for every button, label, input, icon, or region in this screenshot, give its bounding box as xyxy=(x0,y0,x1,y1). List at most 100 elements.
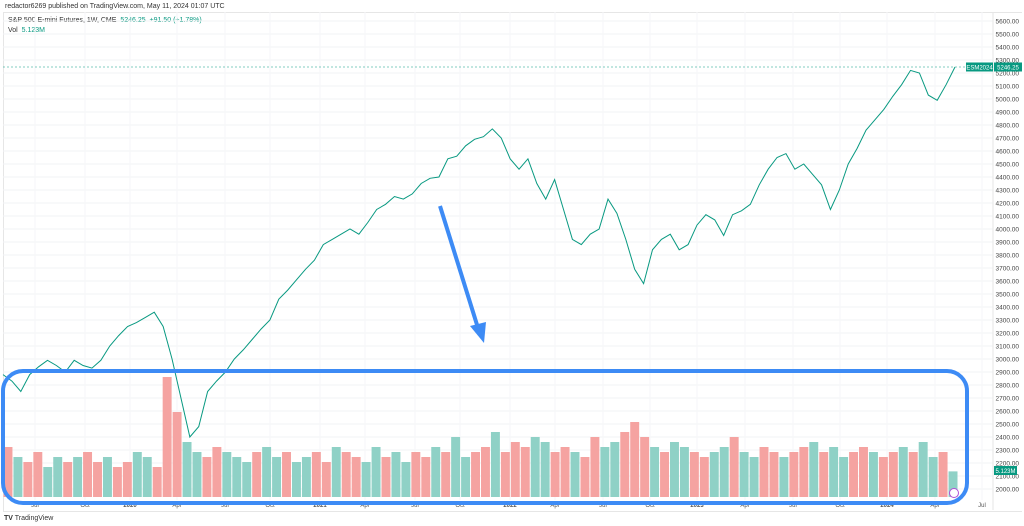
y-tick-label: 2000.00 xyxy=(996,487,1020,494)
x-tick-label: Jul xyxy=(978,503,986,509)
volume-bar xyxy=(550,452,560,497)
volume-bar xyxy=(93,462,102,497)
volume-bar xyxy=(719,447,729,497)
volume-bar xyxy=(212,447,222,497)
x-tick-label: Apr xyxy=(930,503,939,509)
y-tick-label: 3500.00 xyxy=(996,292,1020,299)
y-tick-label: 3400.00 xyxy=(996,305,1020,312)
volume-bar xyxy=(381,457,391,497)
y-tick-label: 2500.00 xyxy=(996,422,1020,429)
y-tick-label: 4100.00 xyxy=(996,214,1020,221)
volume-bar xyxy=(361,462,371,497)
volume-bar xyxy=(172,412,182,497)
volume-bar xyxy=(331,447,341,497)
volume-bar xyxy=(202,457,212,497)
volume-bar xyxy=(510,442,520,497)
y-tick-label: 5100.00 xyxy=(996,84,1020,91)
volume-bar xyxy=(43,467,53,497)
y-tick-label: 4400.00 xyxy=(996,175,1020,182)
volume-bar xyxy=(182,442,192,497)
y-tick-label: 3700.00 xyxy=(996,266,1020,273)
x-tick-label: 2022 xyxy=(503,503,517,509)
last-price-label-box xyxy=(994,62,1022,72)
price-line xyxy=(2,66,956,439)
volume-bar xyxy=(461,457,471,497)
y-tick-label: 4300.00 xyxy=(996,188,1020,195)
volume-bar xyxy=(102,457,112,497)
volume-bar xyxy=(560,447,570,497)
arrow-shaft xyxy=(438,205,480,329)
volume-bar xyxy=(769,452,779,497)
volume-bar xyxy=(819,452,829,497)
y-tick-label: 4800.00 xyxy=(996,123,1020,130)
tradingview-logo: TV TradingView xyxy=(4,515,54,522)
x-tick-label: Oct xyxy=(835,503,845,509)
volume-bar xyxy=(132,452,142,497)
volume-bar xyxy=(729,437,739,497)
x-tick-label: Jul xyxy=(31,503,39,509)
volume-bar xyxy=(789,452,799,497)
volume-bar xyxy=(888,452,898,497)
volume-bar xyxy=(779,457,789,497)
y-tick-label: 4500.00 xyxy=(996,162,1020,169)
volume-bar xyxy=(799,447,809,497)
x-tick-label: 2021 xyxy=(313,503,327,509)
volume-bar xyxy=(490,432,500,497)
y-tick-label: 3300.00 xyxy=(996,318,1020,325)
y-tick-label: 2200.00 xyxy=(996,461,1020,468)
volume-bar xyxy=(272,457,282,497)
volume-bar xyxy=(3,447,13,497)
x-tick-label: Jul xyxy=(411,503,419,509)
volume-bar xyxy=(13,457,23,497)
x-tick-label: 2024 xyxy=(880,503,894,509)
y-tick-label: 4900.00 xyxy=(996,110,1020,117)
volume-bar xyxy=(431,447,441,497)
arrow-head-icon xyxy=(470,322,486,343)
volume-bar xyxy=(938,452,948,497)
volume-bar xyxy=(471,452,480,497)
volume-bar xyxy=(441,452,451,497)
y-tick-label: 5600.00 xyxy=(996,19,1020,26)
y-tick-label: 3900.00 xyxy=(996,240,1020,247)
volume-bar xyxy=(590,437,600,497)
volume-bar xyxy=(401,462,411,497)
x-tick-label: Apr xyxy=(172,503,181,509)
y-tick-label: 2700.00 xyxy=(996,396,1020,403)
chart-frame xyxy=(3,12,1022,512)
y-tick-label: 5200.00 xyxy=(996,71,1020,78)
volume-bar xyxy=(391,452,401,497)
volume-bar xyxy=(530,437,540,497)
x-tick-label: 2023 xyxy=(690,503,704,509)
volume-bar xyxy=(252,452,262,497)
volume-bar xyxy=(600,447,610,497)
y-tick-label: 5300.00 xyxy=(996,58,1020,65)
y-tick-label: 3800.00 xyxy=(996,253,1020,260)
volume-bar xyxy=(809,442,819,497)
x-tick-label: 2020 xyxy=(123,503,137,509)
volume-bar xyxy=(53,457,63,497)
y-tick-label: 4200.00 xyxy=(996,201,1020,208)
volume-bar xyxy=(152,467,162,497)
volume-bar xyxy=(341,452,351,497)
volume-label: Vol xyxy=(8,27,18,34)
x-tick-label: Oct xyxy=(265,503,275,509)
y-tick-label: 4700.00 xyxy=(996,136,1020,143)
volume-bar xyxy=(481,447,490,497)
volume-bar xyxy=(192,452,202,497)
lightning-icon xyxy=(949,488,959,498)
volume-bar xyxy=(23,462,33,497)
y-tick-label: 5500.00 xyxy=(996,32,1020,39)
volume-bar xyxy=(73,457,83,497)
volume-bar xyxy=(83,452,93,497)
y-tick-label: 2900.00 xyxy=(996,370,1020,377)
x-tick-label: Jul xyxy=(221,503,229,509)
volume-value: 5.123M xyxy=(21,27,45,34)
x-tick-label: Apr xyxy=(360,503,369,509)
volume-bar xyxy=(908,452,918,497)
y-tick-label: 3000.00 xyxy=(996,357,1020,364)
symbol-label: ESM2024 xyxy=(966,65,993,71)
volume-bar xyxy=(162,377,172,497)
volume-bar xyxy=(898,447,908,497)
y-tick-label: 5000.00 xyxy=(996,97,1020,104)
